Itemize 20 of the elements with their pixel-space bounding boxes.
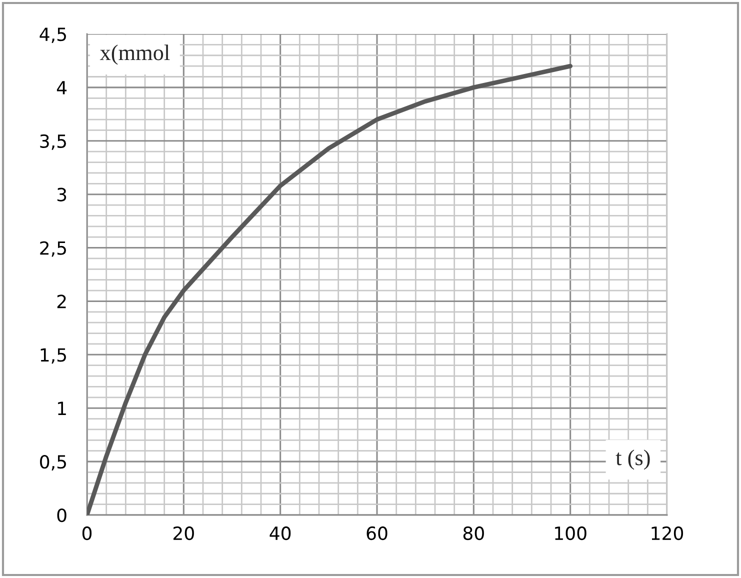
y-tick-label: 4	[56, 81, 67, 94]
y-tick-label: 2	[57, 294, 66, 308]
y-tick-label: 1	[58, 402, 66, 415]
x-tick-label: 80	[463, 526, 484, 540]
y-tick-label: 1,5	[40, 348, 66, 364]
x-tick-label: 60	[366, 526, 388, 540]
y-tick-label: 4,5	[40, 28, 66, 43]
y-tick-label: 3,5	[40, 134, 66, 150]
x-tick-label: 120	[652, 526, 684, 540]
x-tick-label: 20	[174, 526, 194, 540]
y-tick-label: 0,5	[40, 455, 66, 471]
x-tick-label: 40	[270, 526, 291, 540]
y-tick-label: 0	[57, 508, 66, 522]
y-tick-label: 2,5	[40, 241, 66, 257]
line-series	[87, 64, 573, 515]
x-tick-label: 0	[82, 526, 92, 540]
y-tick-label: 3	[57, 188, 66, 202]
x-axis-title: t (s)	[616, 450, 650, 470]
x-tick-label: 100	[555, 526, 586, 540]
y-axis-title: x(mmol	[100, 44, 170, 65]
